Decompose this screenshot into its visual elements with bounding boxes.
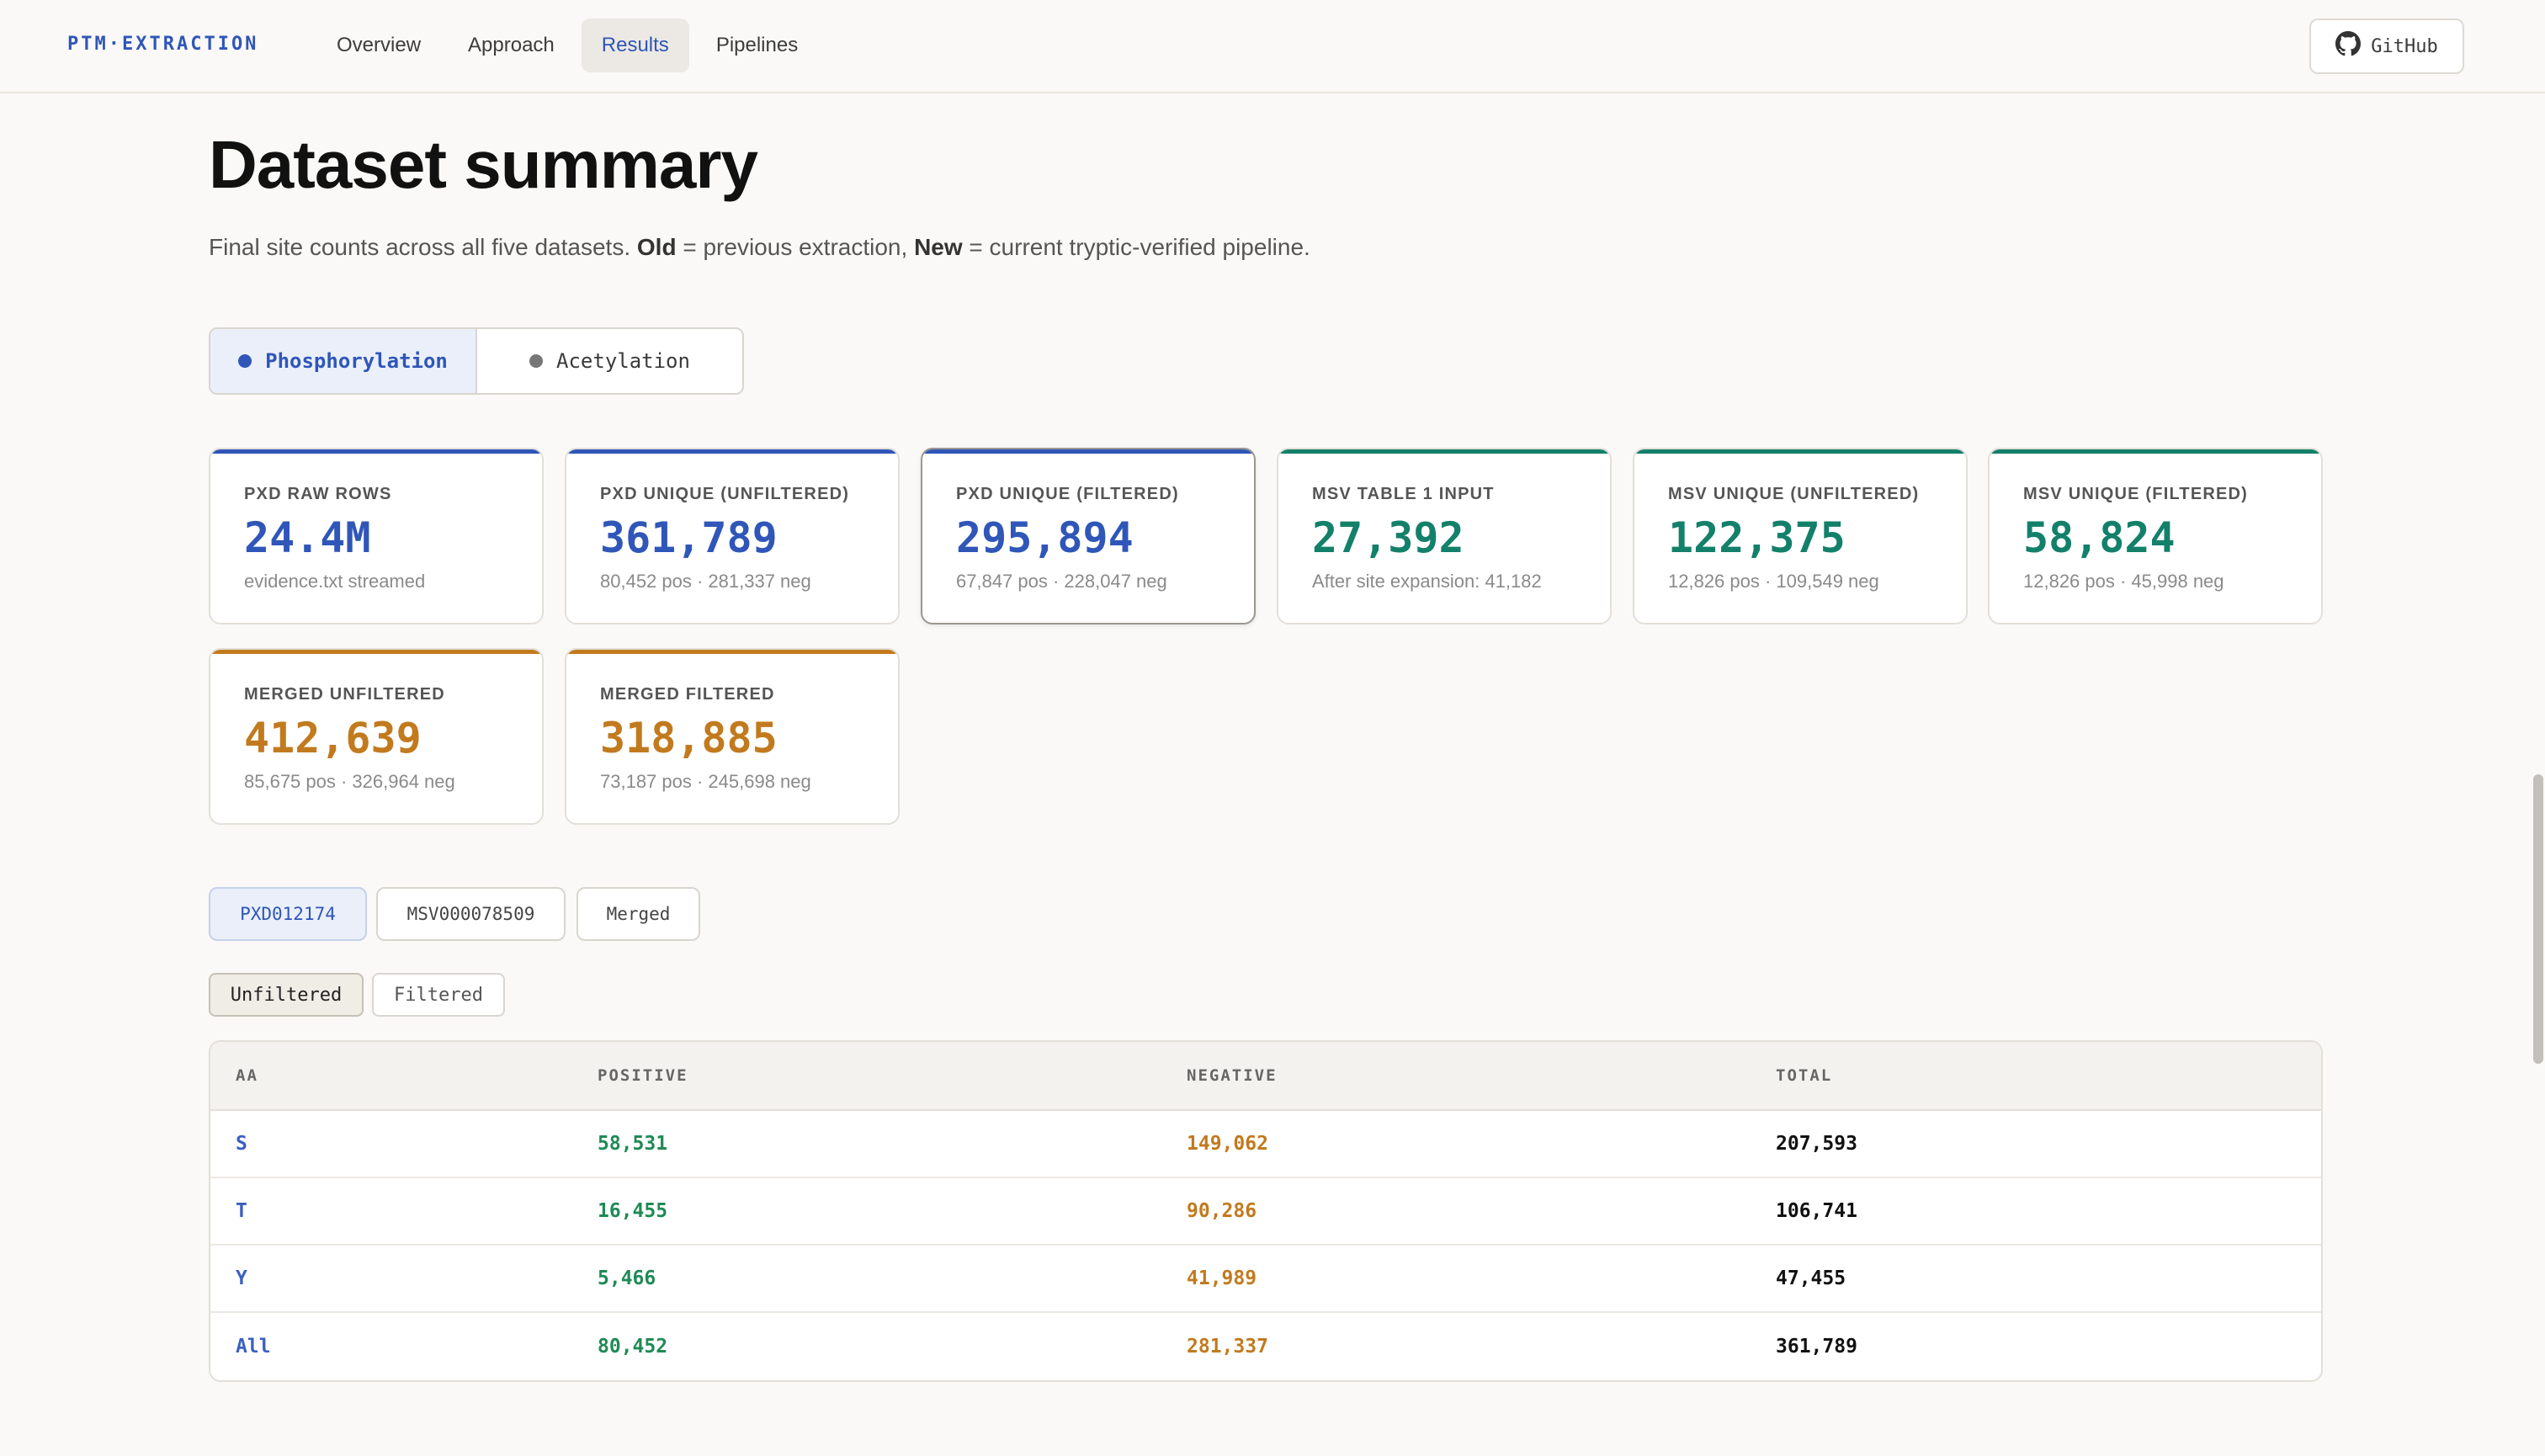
card-subtext: 67,847 pos · 228,047 neg <box>956 571 1167 592</box>
card-subtext: 73,187 pos · 245,698 neg <box>600 771 811 792</box>
cell-aa: T <box>236 1200 247 1222</box>
card-value: 412,639 <box>244 714 422 763</box>
table-row: T 16,455 90,286 106,741 <box>210 1178 2321 1246</box>
card-subtext: After site expansion: 41,182 <box>1312 571 1542 592</box>
column-header-positive: POSITIVE <box>598 1066 688 1085</box>
top-nav: PTM·EXTRACTION Overview Approach Results… <box>0 0 2545 93</box>
card-value: 58,824 <box>2023 513 2176 562</box>
cell-positive: 80,452 <box>598 1336 668 1358</box>
card-label: PXD UNIQUE (UNFILTERED) <box>600 485 850 503</box>
dot-icon <box>238 354 252 368</box>
card-label: PXD RAW ROWS <box>244 485 392 503</box>
card-subtext: evidence.txt streamed <box>244 571 426 592</box>
ptm-toggle: Phosphorylation Acetylation <box>209 327 744 395</box>
stat-card-pxd-unique-filtered: PXD UNIQUE (FILTERED) 295,894 67,847 pos… <box>921 448 1256 624</box>
table-row: S 58,531 149,062 207,593 <box>210 1111 2321 1178</box>
card-label: MSV UNIQUE (UNFILTERED) <box>1668 485 1920 503</box>
page-title: Dataset summary <box>209 127 758 202</box>
cell-aa: S <box>236 1133 247 1155</box>
nav-links: Overview Approach Results Pipelines <box>316 19 818 72</box>
column-header-aa: AA <box>236 1066 258 1085</box>
column-header-total: TOTAL <box>1776 1066 1833 1085</box>
stat-card-msv-table1-input: MSV TABLE 1 INPUT 27,392 After site expa… <box>1277 448 1612 624</box>
stat-card-pxd-unique-unfiltered: PXD UNIQUE (UNFILTERED) 361,789 80,452 p… <box>565 448 900 624</box>
nav-link-results[interactable]: Results <box>581 19 689 72</box>
cell-total: 106,741 <box>1776 1200 1857 1222</box>
filter-tab-filtered[interactable]: Filtered <box>372 973 505 1017</box>
cell-negative: 149,062 <box>1187 1133 1268 1155</box>
brand-logo[interactable]: PTM·EXTRACTION <box>67 34 259 55</box>
cell-negative: 41,989 <box>1187 1267 1257 1289</box>
card-subtext: 80,452 pos · 281,337 neg <box>600 571 811 592</box>
stat-card-msv-unique-filtered: MSV UNIQUE (FILTERED) 58,824 12,826 pos … <box>1988 448 2323 624</box>
dataset-tab-pxd012174[interactable]: PXD012174 <box>209 887 367 941</box>
cell-aa: All <box>236 1336 271 1358</box>
stat-card-pxd-raw-rows: PXD RAW ROWS 24.4M evidence.txt streamed <box>209 448 544 624</box>
card-value: 24.4M <box>244 513 371 562</box>
cell-positive: 5,466 <box>598 1267 656 1289</box>
cell-total: 361,789 <box>1776 1336 1857 1358</box>
card-label: MSV TABLE 1 INPUT <box>1312 485 1495 503</box>
nav-link-overview[interactable]: Overview <box>337 34 422 56</box>
card-label: MERGED FILTERED <box>600 685 775 704</box>
card-value: 295,894 <box>956 513 1134 562</box>
card-label: MSV UNIQUE (FILTERED) <box>2023 485 2249 503</box>
filter-tab-unfiltered[interactable]: Unfiltered <box>209 973 364 1017</box>
cell-total: 207,593 <box>1776 1133 1857 1155</box>
table-row: Y 5,466 41,989 47,455 <box>210 1246 2321 1313</box>
stat-card-merged-unfiltered: MERGED UNFILTERED 412,639 85,675 pos · 3… <box>209 648 544 825</box>
dataset-tab-merged[interactable]: Merged <box>576 887 700 941</box>
cell-positive: 16,455 <box>598 1200 668 1222</box>
card-label: MERGED UNFILTERED <box>244 685 445 704</box>
page-subtitle: Final site counts across all five datase… <box>209 234 1310 260</box>
aa-counts-table: AA POSITIVE NEGATIVE TOTAL S 58,531 149,… <box>209 1040 2323 1382</box>
stat-card-msv-unique-unfiltered: MSV UNIQUE (UNFILTERED) 122,375 12,826 p… <box>1633 448 1968 624</box>
nav-link-approach[interactable]: Approach <box>468 34 555 56</box>
github-button[interactable]: GitHub <box>2309 19 2464 74</box>
cell-positive: 58,531 <box>598 1133 668 1155</box>
stat-card-merged-filtered: MERGED FILTERED 318,885 73,187 pos · 245… <box>565 648 900 825</box>
card-subtext: 12,826 pos · 45,998 neg <box>2023 571 2224 592</box>
column-header-negative: NEGATIVE <box>1187 1066 1278 1085</box>
card-value: 318,885 <box>600 714 778 763</box>
card-value: 361,789 <box>600 513 778 562</box>
ptm-option-acetylation[interactable]: Acetylation <box>476 329 742 393</box>
table-row: All 80,452 281,337 361,789 <box>210 1313 2321 1380</box>
card-subtext: 85,675 pos · 326,964 neg <box>244 771 455 792</box>
card-label: PXD UNIQUE (FILTERED) <box>956 485 1179 503</box>
github-label: GitHub <box>2371 35 2438 57</box>
cell-aa: Y <box>236 1267 247 1289</box>
card-subtext: 12,826 pos · 109,549 neg <box>1668 571 1879 592</box>
ptm-option-phosphorylation[interactable]: Phosphorylation <box>210 329 476 393</box>
cell-negative: 90,286 <box>1187 1200 1257 1222</box>
cell-total: 47,455 <box>1776 1267 1846 1289</box>
card-value: 122,375 <box>1668 513 1846 562</box>
github-icon <box>2335 31 2362 61</box>
card-value: 27,392 <box>1312 513 1464 562</box>
page-scrollbar[interactable] <box>2533 774 2543 1064</box>
dataset-tab-msv000078509[interactable]: MSV000078509 <box>376 887 566 941</box>
cell-negative: 281,337 <box>1187 1336 1268 1358</box>
nav-link-pipelines[interactable]: Pipelines <box>715 34 799 56</box>
dot-icon <box>529 354 544 368</box>
table-header: AA POSITIVE NEGATIVE TOTAL <box>210 1042 2321 1111</box>
